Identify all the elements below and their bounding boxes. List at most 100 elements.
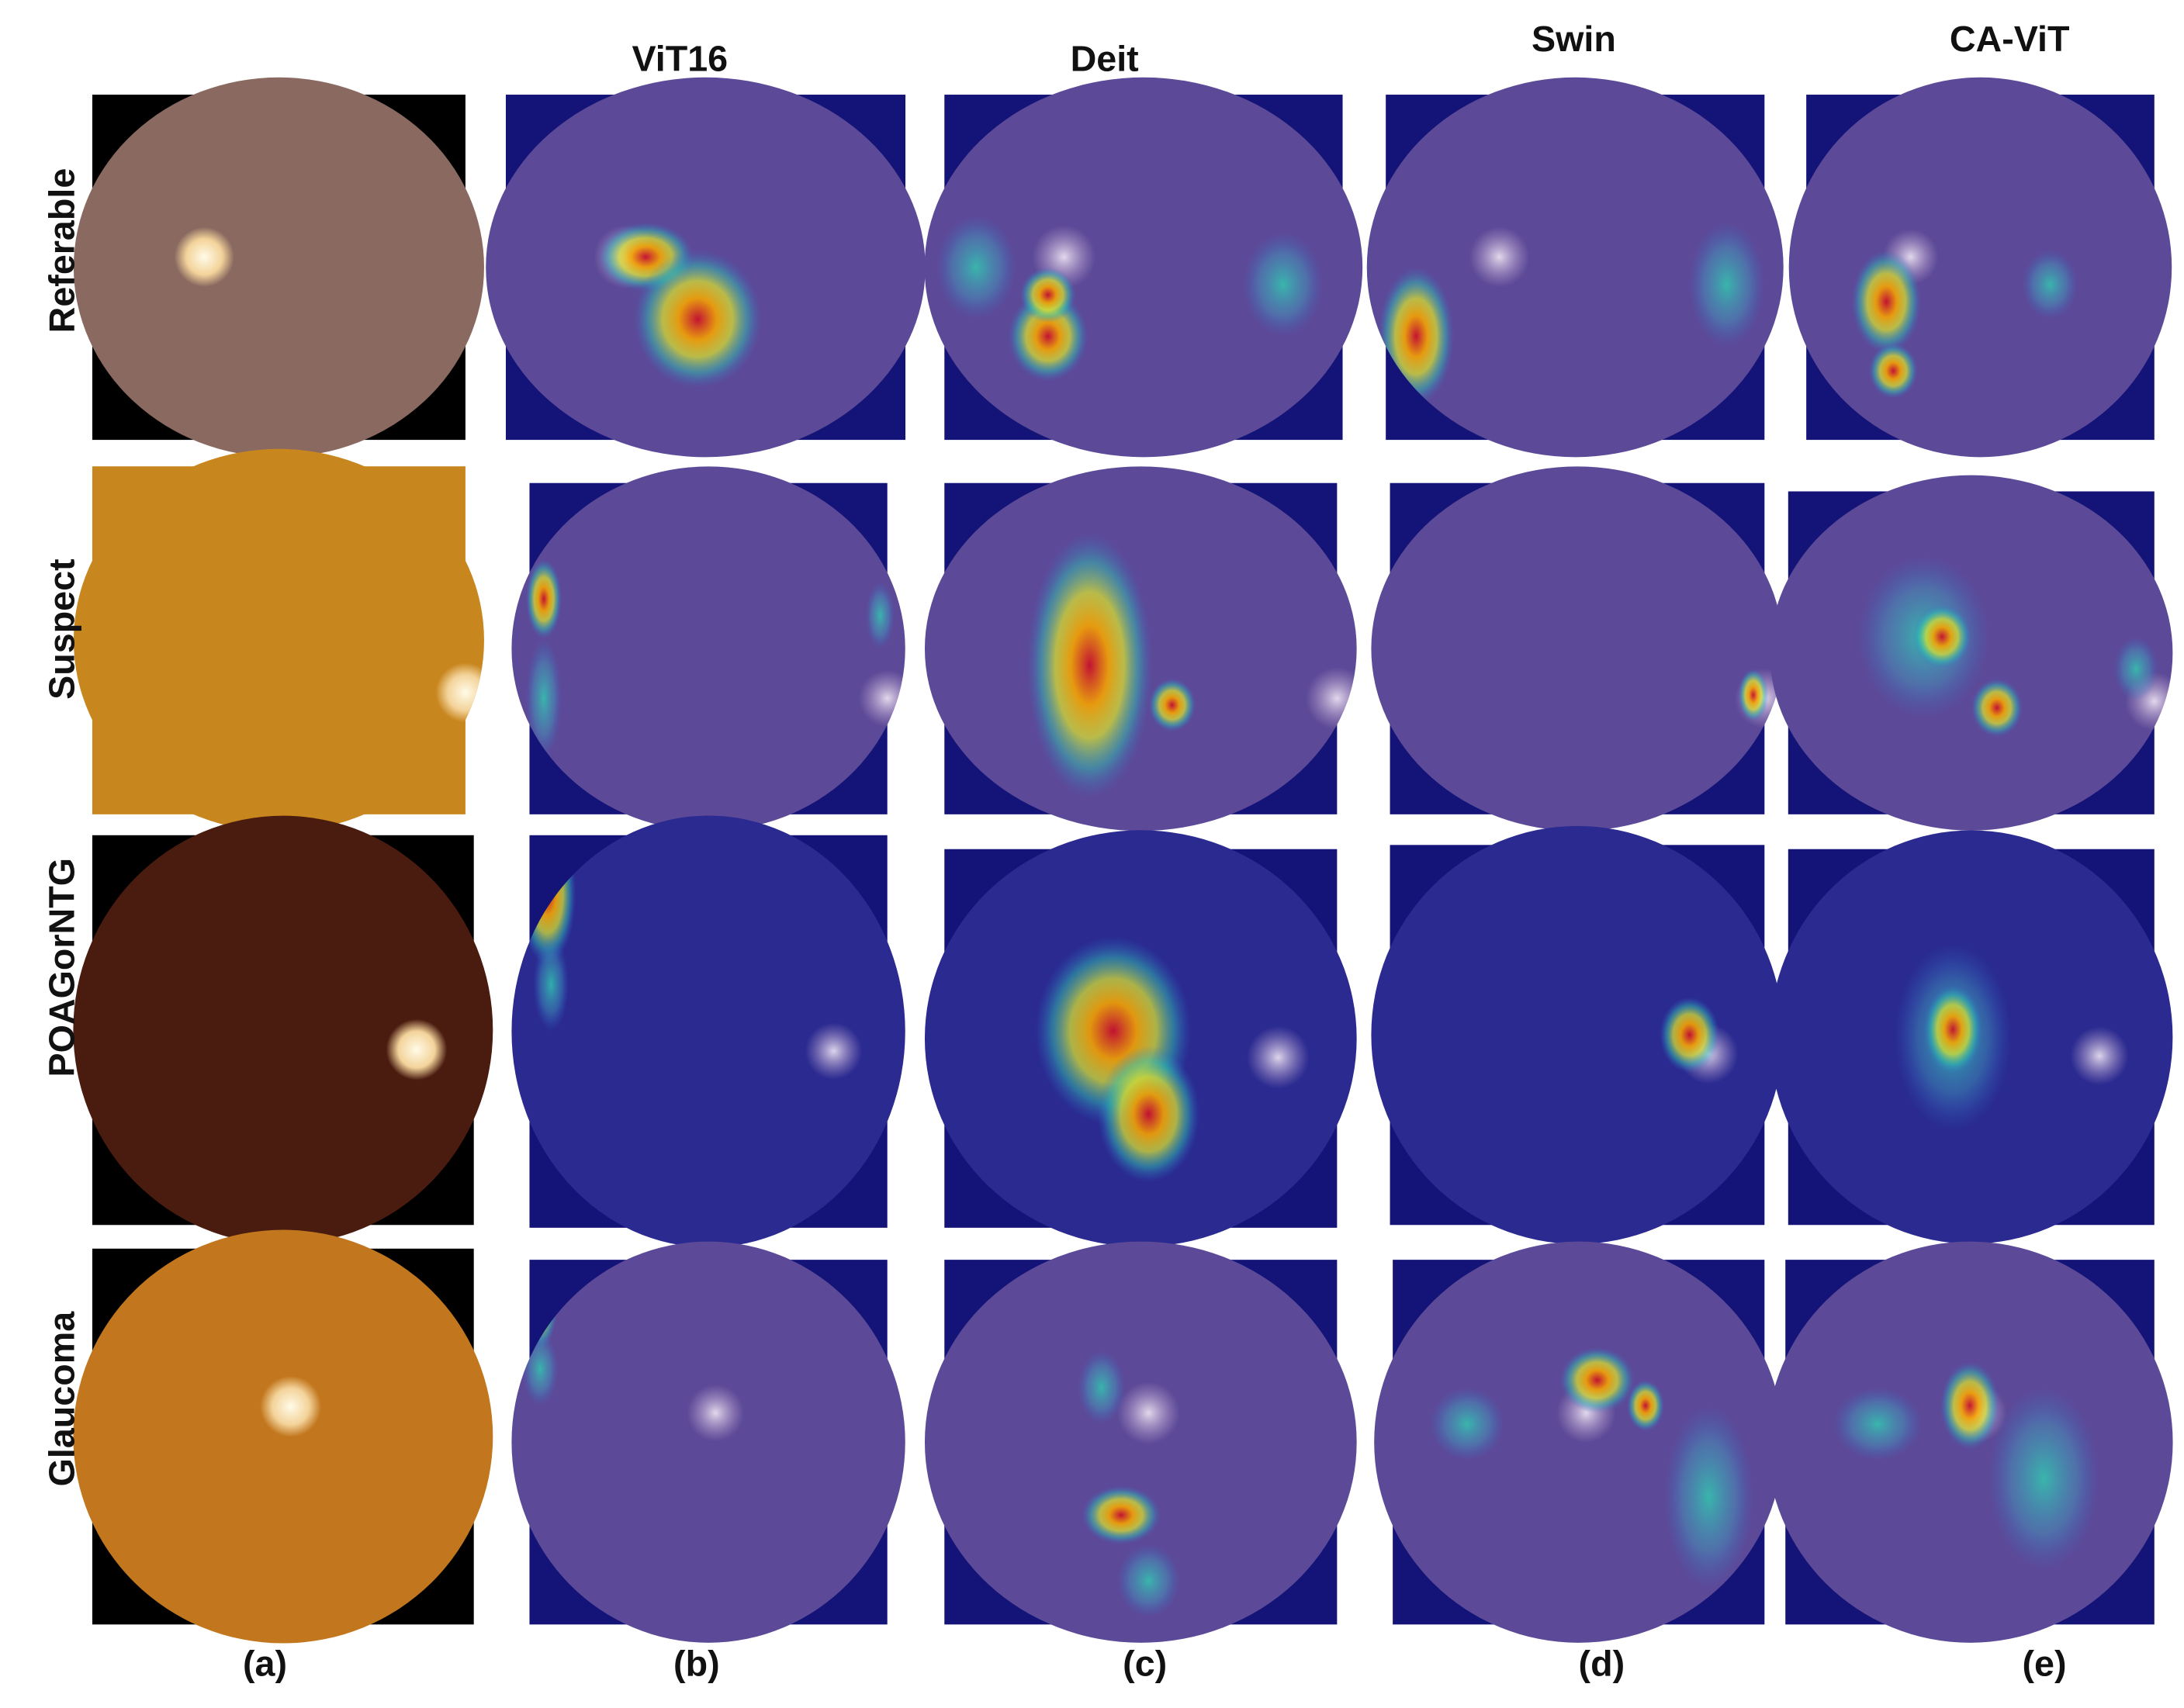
panel-label: (b) — [673, 1643, 720, 1683]
heat-region — [1097, 1046, 1200, 1183]
column-header: ViT16 — [632, 38, 728, 78]
column-header: Deit — [1071, 38, 1139, 78]
image-panel — [924, 77, 1363, 458]
optic-disc — [1116, 1381, 1180, 1445]
optic-disc — [435, 662, 484, 723]
image-panel — [1371, 466, 1784, 832]
heat-region — [1868, 343, 1918, 399]
panel-label: (e) — [2023, 1643, 2067, 1683]
heat-region — [1078, 1350, 1126, 1424]
fundus-content — [260, 1375, 321, 1437]
heat-region — [533, 937, 569, 1032]
fundus — [73, 1229, 493, 1644]
heat-region — [1971, 678, 2023, 737]
fundus-content — [594, 222, 762, 389]
fundus-content — [435, 662, 484, 723]
image-panel — [1788, 77, 2172, 458]
fundus — [511, 466, 905, 832]
heat-region — [866, 582, 895, 649]
row-label: Suspect — [41, 558, 81, 700]
optic-disc — [1469, 226, 1530, 288]
heat-region — [1243, 233, 1323, 337]
fundus-content — [1833, 1361, 2099, 1570]
optic-disc — [260, 1375, 321, 1437]
heat-region — [1430, 1387, 1504, 1461]
fundus-content — [386, 1018, 448, 1080]
heat-region — [2113, 636, 2158, 702]
image-panel — [1770, 475, 2173, 831]
optic-disc — [805, 1022, 863, 1080]
fundus — [1371, 825, 1784, 1244]
fundus-content — [1078, 1350, 1180, 1617]
optic-disc — [386, 1018, 448, 1080]
column-header: CA-ViT — [1950, 19, 2070, 59]
optic-disc — [1246, 1025, 1310, 1089]
fundus — [73, 448, 484, 832]
image-panel — [1366, 77, 1784, 458]
heat-region — [1116, 1544, 1180, 1617]
optic-disc — [1305, 666, 1357, 730]
heat-region — [1851, 250, 1922, 354]
heat-region — [1627, 1380, 1664, 1432]
heat-region — [1912, 604, 1971, 669]
fundus-content — [174, 226, 234, 287]
fundus — [1371, 466, 1784, 832]
heat-region — [2022, 250, 2078, 320]
heat-region — [1019, 267, 1076, 323]
image-panel — [1374, 1241, 1784, 1643]
heat-region — [1082, 1485, 1161, 1544]
heat-region — [1663, 1405, 1753, 1589]
image-panel — [486, 77, 926, 458]
optic-disc — [858, 669, 905, 728]
image-panel — [73, 815, 493, 1245]
heat-region — [936, 215, 1016, 320]
row-label: POAGorNTG — [41, 858, 81, 1077]
optic-disc — [174, 226, 234, 287]
image-panel — [924, 1241, 1357, 1643]
fundus — [73, 815, 493, 1245]
row-label: Referable — [41, 168, 81, 334]
heat-region — [1688, 222, 1765, 347]
fundus — [1788, 77, 2172, 458]
row-label: Glaucoma — [41, 1311, 81, 1487]
image-panel — [1770, 830, 2173, 1244]
fundus-content — [1660, 997, 1739, 1084]
heat-region — [1833, 1387, 1923, 1461]
heat-region — [525, 638, 562, 759]
image-panel — [924, 466, 1357, 832]
heat-region — [1148, 678, 1196, 732]
heat-region — [1923, 984, 1982, 1075]
image-panel — [73, 77, 484, 458]
image-panel — [511, 815, 905, 1248]
fundus-content — [1851, 229, 2078, 399]
fundus — [511, 1241, 905, 1643]
heat-region — [633, 250, 762, 389]
image-panel — [73, 1229, 493, 1644]
heat-region — [525, 558, 562, 639]
heat-region — [522, 1333, 559, 1406]
fundus-content — [525, 558, 905, 759]
fundus-content — [1857, 555, 2173, 737]
heat-region — [1660, 997, 1720, 1074]
heat-region — [1559, 1347, 1635, 1413]
fundus-content — [1034, 935, 1310, 1183]
optic-disc — [2070, 1026, 2129, 1085]
image-panel — [511, 466, 905, 832]
fundus — [1366, 77, 1784, 458]
fundus — [73, 77, 484, 458]
heat-region — [1738, 668, 1769, 722]
fundus-content — [936, 215, 1323, 382]
heat-region — [1940, 1361, 2000, 1450]
panel-label: (d) — [1579, 1643, 1625, 1683]
column-header: Swin — [1532, 19, 1616, 59]
fundus-content — [1894, 942, 2129, 1132]
image-panel — [1767, 1241, 2173, 1643]
fundus-content — [1430, 1347, 1753, 1589]
optic-disc — [687, 1384, 745, 1442]
heat-region — [1026, 532, 1153, 798]
fundus — [511, 815, 905, 1248]
image-panel — [924, 830, 1357, 1247]
image-panel — [73, 448, 484, 832]
image-panel — [511, 1241, 905, 1643]
